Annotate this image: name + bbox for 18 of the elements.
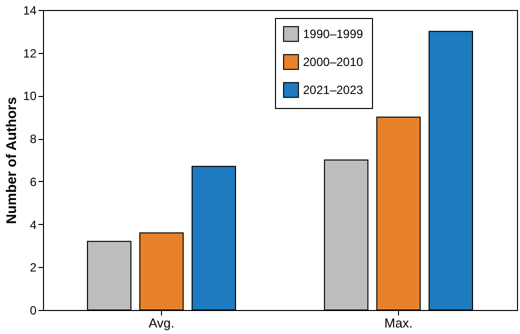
y-axis-title: Number of Authors <box>3 96 20 224</box>
bar <box>86 240 132 310</box>
x-tick-label: Avg. <box>148 316 174 330</box>
y-tick-label: 2 <box>30 260 37 275</box>
y-tick-label: 12 <box>23 46 37 60</box>
legend-label: 2000–2010 <box>303 55 364 69</box>
y-tick-label: 14 <box>23 4 37 18</box>
bar <box>428 30 474 310</box>
legend-label: 2021–2023 <box>303 83 364 97</box>
y-tick-label: 4 <box>30 218 37 232</box>
x-tick-label: Max. <box>384 316 413 330</box>
bar <box>324 160 368 310</box>
y-tick-label: 10 <box>23 89 37 104</box>
legend-label: 1990–1999 <box>303 27 364 41</box>
y-tick-label: 0 <box>30 304 37 318</box>
y-tick-label: 6 <box>30 174 37 189</box>
y-tick-label: 8 <box>30 132 37 146</box>
bar <box>192 166 236 310</box>
